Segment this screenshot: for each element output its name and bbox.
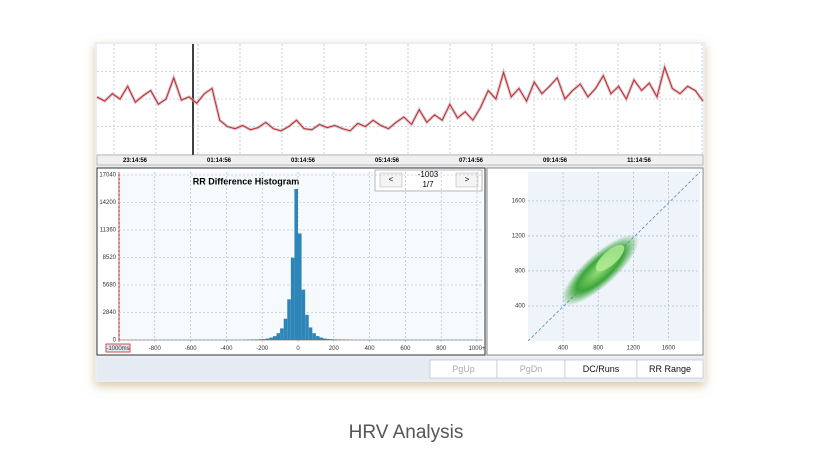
bar [298, 233, 302, 340]
bar [269, 337, 273, 340]
time-label: 23:14:56 [123, 158, 148, 164]
prev-label[interactable]: < [389, 175, 394, 184]
bar [276, 333, 281, 340]
x-tick-label: 1200 [627, 346, 641, 352]
x-tick-label: 600 [400, 346, 411, 352]
timeline-panel [97, 44, 703, 154]
x-tick-label: -400 [220, 346, 233, 352]
bar [326, 339, 331, 340]
time-axis [96, 154, 704, 166]
x-tick-label: -800 [149, 346, 162, 352]
x-tick-highlight [105, 343, 131, 353]
y-tick-label: 0 [113, 338, 117, 344]
y-tick-label: 1600 [512, 198, 526, 204]
bar [315, 336, 320, 340]
bar [301, 289, 306, 340]
y-tick-label: 400 [515, 304, 526, 310]
x-tick-label: 0 [296, 346, 300, 352]
bar [265, 338, 270, 340]
time-label: 09:14:56 [543, 158, 568, 164]
rr-trace [96, 65, 704, 132]
x-tick-label: 200 [329, 346, 340, 352]
time-label: 11:14:56 [627, 158, 651, 164]
y-tick-label: 2840 [103, 310, 117, 316]
toolbar-button-label[interactable]: PgDn [520, 364, 543, 374]
bar [305, 314, 309, 340]
x-tick-label: -200 [256, 346, 269, 352]
time-label: 01:14:56 [207, 158, 232, 164]
y-tick-label: 1200 [512, 234, 526, 240]
time-label: 05:14:56 [375, 158, 400, 164]
time-label: 07:14:56 [459, 158, 484, 164]
y-tick-label: 800 [515, 269, 526, 275]
bar [262, 339, 266, 340]
nav-value: -1003 [418, 170, 439, 179]
caption: HRV Analysis [349, 422, 464, 443]
x-tick-label: 400 [365, 346, 376, 352]
scatter-core [595, 244, 625, 272]
bar [294, 188, 298, 340]
bar [283, 318, 288, 340]
bar [280, 328, 284, 340]
bar [308, 327, 313, 340]
y-tick-label: 5680 [103, 283, 117, 289]
x-tick-label: 400 [558, 346, 569, 352]
x-tick-label: -600 [185, 346, 198, 352]
bar [258, 339, 263, 340]
y-tick-label: 11360 [100, 228, 117, 234]
bar [319, 337, 324, 340]
bar [290, 257, 295, 340]
toolbar-button-label[interactable]: PgUp [452, 364, 475, 374]
toolbar-button[interactable] [636, 359, 704, 379]
bar [330, 339, 334, 340]
bar [333, 339, 338, 340]
x-tick-label: 1600 [662, 346, 676, 352]
x-tick-label: 1000+ [469, 346, 486, 352]
x-tick-label: 800 [436, 346, 447, 352]
next-label[interactable]: > [465, 175, 470, 184]
histogram-title: RR Difference Histogram [193, 176, 300, 186]
time-label: 03:14:56 [291, 158, 316, 164]
prev-button[interactable] [379, 172, 403, 188]
bar [255, 339, 259, 340]
toolbar-button-label[interactable]: DC/Runs [583, 364, 620, 374]
y-tick-label: 14200 [99, 200, 116, 206]
bar [272, 336, 277, 340]
x-tick-label: -1000ms [106, 346, 129, 352]
y-tick-label: 8520 [103, 255, 117, 261]
bar [323, 338, 327, 340]
toolbar-button-label[interactable]: RR Range [649, 364, 691, 374]
nav-page: 1/7 [422, 180, 434, 189]
y-tick-label: 17040 [99, 173, 116, 179]
bar [312, 333, 316, 340]
next-button[interactable] [455, 172, 479, 188]
x-tick-label: 800 [593, 346, 604, 352]
bar [287, 299, 291, 340]
